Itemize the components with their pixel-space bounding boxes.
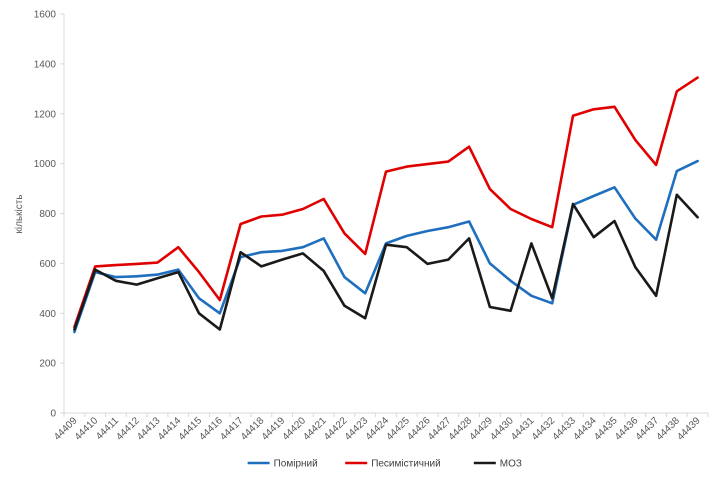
x-tick-label: 44410 (73, 415, 101, 443)
y-axis-label: кількість (14, 194, 25, 233)
legend-label-3: МОЗ (500, 459, 522, 470)
x-tick-label: 44439 (675, 415, 703, 443)
y-tick-label: 600 (39, 259, 56, 270)
series-line-2 (73, 76, 699, 329)
y-tick-label: 1200 (34, 109, 57, 120)
y-tick-label: 1400 (34, 59, 57, 70)
series-line-3 (73, 193, 699, 331)
y-tick-label: 800 (39, 209, 56, 220)
legend-label-2: Песимістичний (371, 459, 441, 470)
y-tick-label: 0 (50, 409, 56, 420)
legend-label-1: Помірний (274, 459, 318, 470)
x-axis: 4440944410444114441244413444144441544416… (52, 412, 709, 443)
y-tick-label: 200 (39, 359, 56, 370)
series-line-1 (73, 159, 699, 334)
y-tick-label: 1000 (34, 159, 57, 170)
series-layer (73, 76, 699, 334)
legend: Помірний Песимістичний МОЗ (247, 459, 522, 470)
y-tick-label: 400 (39, 309, 56, 320)
y-tick-label: 1600 (34, 10, 57, 21)
y-axis: 0 200 400 600 800 1000 1200 1400 1600 (34, 10, 65, 420)
